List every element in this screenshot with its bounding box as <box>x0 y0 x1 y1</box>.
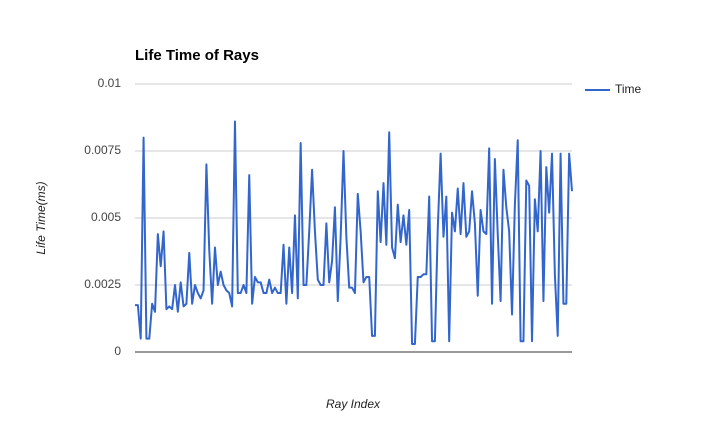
y-axis-title: Life Time(ms) <box>34 181 48 254</box>
y-tick-label: 0.005 <box>91 210 121 224</box>
y-tick-label: 0.0025 <box>84 277 121 291</box>
data-line <box>135 120 573 345</box>
y-tick-label: 0.01 <box>98 76 122 90</box>
chart-title: Life Time of Rays <box>135 47 259 64</box>
y-tick-label: 0.0075 <box>84 143 121 157</box>
x-axis-title: Ray Index <box>326 397 381 411</box>
legend-label: Time <box>615 82 642 96</box>
y-tick-label: 0 <box>114 344 121 358</box>
